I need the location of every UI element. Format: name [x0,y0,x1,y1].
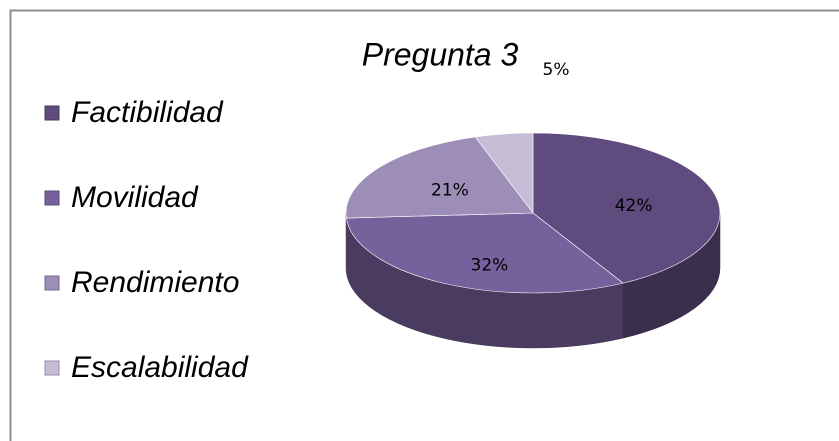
data-label: 32% [471,256,509,276]
legend-swatch [44,105,60,121]
slice [345,136,534,219]
legend-swatch [44,360,60,376]
data-label: 21% [431,180,469,200]
slice [346,212,624,294]
pie: 42% 32% 21% 5% [345,60,721,349]
chart-title: Pregunta 3 [362,36,519,72]
legend-label: Factibilidad [71,96,224,129]
slice [532,132,721,284]
legend-label: Escalabilidad [71,351,249,384]
legend-swatch [44,190,60,206]
legend: Factibilidad Movilidad Rendimiento Escalabi… [44,96,249,384]
data-label: 5% [543,60,570,80]
legend-label: Rendimiento [71,266,239,299]
slice [474,132,534,214]
data-label: 42% [615,196,653,216]
legend-swatch [44,275,60,291]
legend-label: Movilidad [71,181,199,214]
